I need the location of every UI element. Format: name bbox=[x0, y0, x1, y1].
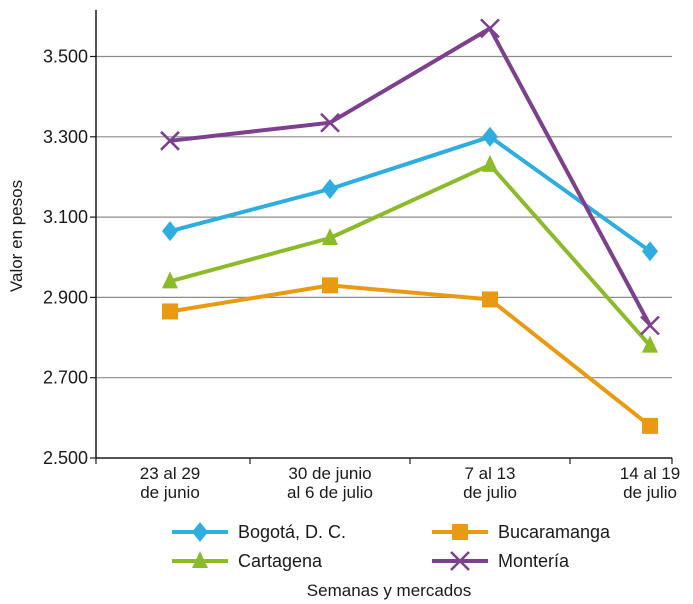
legend-marker-cartagena bbox=[192, 551, 208, 568]
x-tick-label-line: de junio bbox=[140, 483, 200, 502]
x-tick-label-line: de julio bbox=[623, 483, 677, 502]
legend-item-bogota-d-c: Bogotá, D. C. bbox=[172, 522, 346, 542]
data-point-bucaramanga bbox=[162, 303, 178, 320]
y-tick-label: 3.300 bbox=[43, 127, 88, 147]
data-point-cartagena bbox=[642, 335, 658, 353]
data-point-monteria bbox=[480, 18, 500, 39]
y-tick-labels: 2.500 2.700 2.900 3.100 3.300 3.500 bbox=[43, 47, 88, 469]
legend-marker-monteria bbox=[450, 551, 470, 571]
data-point-bogota-d-c bbox=[322, 178, 338, 199]
y-tick-label: 2.700 bbox=[43, 368, 88, 388]
data-point-bucaramanga bbox=[482, 291, 498, 308]
data-point-cartagena bbox=[322, 227, 338, 245]
y-axis-title: Valor en pesos bbox=[7, 180, 26, 292]
legend-marker-bucaramanga bbox=[452, 524, 468, 540]
x-tick-label-line: 7 al 13 bbox=[464, 464, 515, 483]
y-tick-label: 2.500 bbox=[43, 448, 88, 468]
data-point-bogota-d-c bbox=[482, 126, 498, 147]
x-tick-label-line: de julio bbox=[463, 483, 517, 502]
legend-label: Cartagena bbox=[238, 551, 323, 571]
data-point-bogota-d-c bbox=[162, 221, 178, 242]
series-bucaramanga bbox=[162, 277, 658, 434]
series-line-cartagena bbox=[169, 162, 652, 347]
x-tick-label-line: 30 de junio bbox=[288, 464, 371, 483]
x-tick-label-line: al 6 de julio bbox=[287, 483, 373, 502]
y-tick-label: 3.500 bbox=[43, 47, 88, 67]
x-tick-label-line: 23 al 29 bbox=[140, 464, 201, 483]
series-bogota-d-c bbox=[162, 126, 658, 262]
data-point-monteria bbox=[160, 130, 180, 151]
series-cartagena bbox=[162, 154, 658, 353]
legend-item-bucaramanga: Bucaramanga bbox=[432, 522, 611, 542]
gridlines bbox=[96, 55, 672, 379]
legend-label: Bucaramanga bbox=[498, 522, 611, 542]
x-axis-title: Semanas y mercados bbox=[307, 581, 471, 600]
legend-item-cartagena: Cartagena bbox=[172, 551, 323, 571]
data-point-monteria bbox=[640, 315, 660, 336]
series-line-bucaramanga bbox=[169, 283, 652, 428]
legend-label: Bogotá, D. C. bbox=[238, 522, 346, 542]
data-point-bucaramanga bbox=[322, 277, 338, 294]
series-group bbox=[160, 18, 660, 434]
y-tick-label: 3.100 bbox=[43, 207, 88, 227]
legend-item-monteria: Montería bbox=[432, 551, 570, 571]
series-line-bogota-d-c bbox=[169, 134, 652, 253]
data-point-bogota-d-c bbox=[642, 241, 658, 262]
y-tick-label: 2.900 bbox=[43, 287, 88, 307]
legend-marker-bogota-d-c bbox=[192, 522, 208, 542]
data-point-bucaramanga bbox=[642, 417, 658, 434]
legend: Bogotá, D. C. Bucaramanga Cartagena Monterí… bbox=[172, 522, 611, 571]
series-line-monteria bbox=[169, 26, 652, 327]
x-tick-label-line: 14 al 19 bbox=[620, 464, 681, 483]
data-point-monteria bbox=[320, 112, 340, 133]
series-monteria bbox=[160, 18, 660, 336]
data-point-cartagena bbox=[482, 154, 498, 172]
data-point-cartagena bbox=[162, 271, 178, 289]
axes bbox=[90, 10, 673, 464]
legend-label: Montería bbox=[498, 551, 570, 571]
